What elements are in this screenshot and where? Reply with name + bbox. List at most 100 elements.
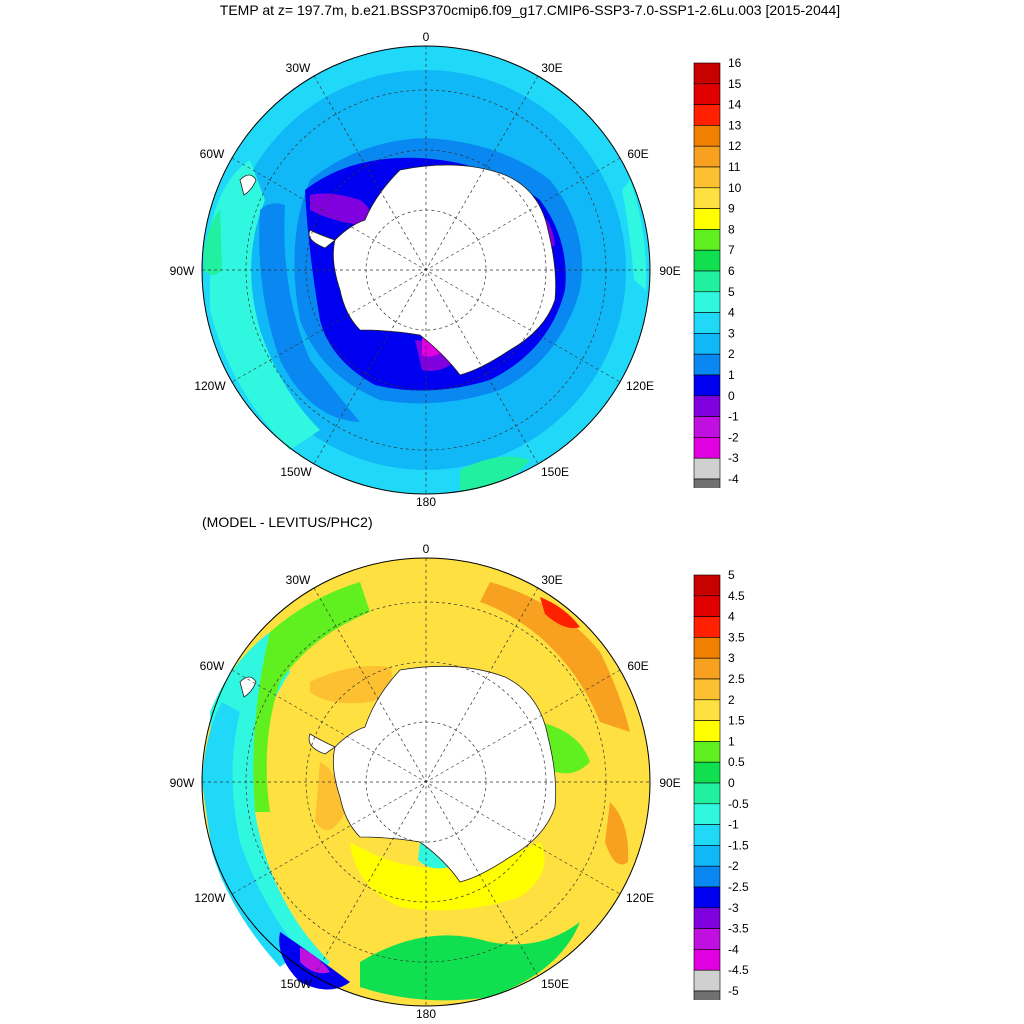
southwest-magenta-blob bbox=[300, 947, 330, 974]
colorbar-label: -3 bbox=[728, 901, 739, 915]
label-30w: 30W bbox=[286, 61, 311, 75]
graticule bbox=[202, 558, 650, 1006]
colorbar-label: 3.5 bbox=[728, 630, 745, 644]
colorbar-label: 5 bbox=[728, 285, 735, 299]
colorbar-label: 11 bbox=[728, 160, 741, 174]
label-150w: 150W bbox=[280, 465, 312, 479]
colorbar-label: -2 bbox=[728, 430, 739, 444]
south-america-tip bbox=[239, 676, 257, 698]
colorbar-label: 5 bbox=[728, 570, 735, 582]
colorbar-label: 15 bbox=[728, 77, 742, 91]
colorbar-box bbox=[693, 969, 721, 992]
colorbar-label: 1 bbox=[728, 368, 735, 382]
label-180: 180 bbox=[416, 495, 436, 509]
northeast-orange-region bbox=[480, 582, 630, 732]
colorbar-box bbox=[693, 83, 721, 105]
label-60e: 60E bbox=[627, 147, 648, 161]
colorbar-label: -4 bbox=[728, 472, 739, 486]
colorbar-box bbox=[693, 886, 721, 909]
colorbar-label: 2 bbox=[728, 347, 735, 361]
colorbar-box bbox=[693, 457, 721, 480]
colorbar-box bbox=[693, 166, 721, 189]
colorbar-label: 16 bbox=[728, 58, 742, 70]
colorbar-label: 7 bbox=[728, 243, 735, 257]
colorbar-label: 1 bbox=[728, 734, 735, 748]
colorbar-label: -4 bbox=[728, 942, 739, 956]
west-blue-band bbox=[202, 702, 300, 967]
colorbar-box bbox=[693, 949, 721, 971]
colorbar-label: 0.5 bbox=[728, 755, 745, 769]
colorbar-box bbox=[693, 125, 721, 147]
west-blue-tongue bbox=[259, 203, 360, 422]
label-120e: 120E bbox=[626, 891, 654, 905]
colorbar-box bbox=[693, 928, 721, 950]
colorbar-label: -2 bbox=[728, 859, 739, 873]
antarctica-shape bbox=[332, 665, 557, 883]
colorbar-box bbox=[693, 678, 721, 701]
colorbar-box bbox=[693, 803, 721, 825]
colorbar-box bbox=[693, 478, 721, 488]
west-cyan-region bbox=[210, 160, 320, 450]
south-america-tip bbox=[239, 174, 257, 196]
colorbar-label: -4.5 bbox=[728, 963, 749, 977]
colorbar-box bbox=[693, 741, 721, 763]
colorbar-box bbox=[693, 416, 721, 438]
south-green-band bbox=[360, 922, 580, 1001]
antarctic-peninsula bbox=[308, 229, 336, 249]
colorbar-label: -3.5 bbox=[728, 922, 749, 936]
colorbar-box bbox=[693, 574, 721, 597]
colorbar-label: -1 bbox=[728, 818, 739, 832]
colorbar-label: -2.5 bbox=[728, 880, 749, 894]
map-boundary bbox=[201, 45, 651, 495]
colorbar-box bbox=[693, 595, 721, 617]
west-green-patch bbox=[204, 210, 222, 275]
colorbar-box bbox=[693, 720, 721, 742]
northeast-red-patch bbox=[540, 597, 580, 629]
colorbar-label: 0 bbox=[728, 389, 735, 403]
west-green-strip bbox=[253, 582, 370, 812]
longitude-labels: 0 30E 60E 90E 120E 150E 180 150W 120W 90… bbox=[170, 542, 681, 1021]
colorbar-box bbox=[693, 333, 721, 355]
colorbar-label: 4 bbox=[728, 610, 735, 624]
colorbar-box bbox=[693, 865, 721, 888]
colorbar-label: 9 bbox=[728, 202, 735, 216]
colorbar-box bbox=[693, 353, 721, 376]
colorbar-box bbox=[693, 782, 721, 805]
colorbar-box bbox=[693, 187, 721, 209]
label-30e: 30E bbox=[541, 573, 562, 587]
colorbar-box bbox=[693, 637, 721, 659]
colorbar-label: -0.5 bbox=[728, 797, 749, 811]
colorbar-box bbox=[693, 845, 721, 867]
colorbar-label: 4 bbox=[728, 306, 735, 320]
colorbar-box bbox=[693, 229, 721, 251]
colorbar-label: 1.5 bbox=[728, 714, 745, 728]
label-60w: 60W bbox=[200, 147, 225, 161]
east-cyan-patch bbox=[622, 180, 647, 290]
difference-panel-title: (MODEL - LEVITUS/PHC2) bbox=[202, 514, 373, 530]
label-60w: 60W bbox=[200, 659, 225, 673]
colorbar-label: 3 bbox=[728, 326, 735, 340]
ross-orange-patch bbox=[315, 762, 345, 830]
figure-title: TEMP at z= 197.7m, b.e21.BSSP370cmip6.f0… bbox=[219, 2, 841, 18]
colorbar-label: -1.5 bbox=[728, 838, 749, 852]
colorbar-box bbox=[693, 291, 721, 313]
label-30w: 30W bbox=[286, 573, 311, 587]
colorbar-label: 8 bbox=[728, 222, 735, 236]
colorbar-label: 2.5 bbox=[728, 672, 745, 686]
label-150w: 150W bbox=[280, 977, 312, 991]
colorbar-box bbox=[693, 395, 721, 417]
antarctica-landmass bbox=[308, 665, 557, 883]
graticule bbox=[202, 46, 650, 494]
colorbar-box bbox=[693, 907, 721, 929]
difference-colorbar: 5 4.5 4 3.5 3 2.5 2 1.5 1 0.5 0 -0.5 -1 -1.5 -2 -2.5 -3 -… bbox=[693, 570, 749, 1000]
label-0: 0 bbox=[423, 542, 430, 556]
east-orange-patch bbox=[605, 802, 629, 865]
label-0: 0 bbox=[423, 30, 430, 44]
label-90w: 90W bbox=[170, 776, 195, 790]
colorbar-box bbox=[693, 824, 721, 846]
map-boundary bbox=[201, 557, 651, 1007]
colorbar-label: 0 bbox=[728, 776, 735, 790]
colorbar-label: 12 bbox=[728, 139, 742, 153]
label-120e: 120E bbox=[626, 379, 654, 393]
